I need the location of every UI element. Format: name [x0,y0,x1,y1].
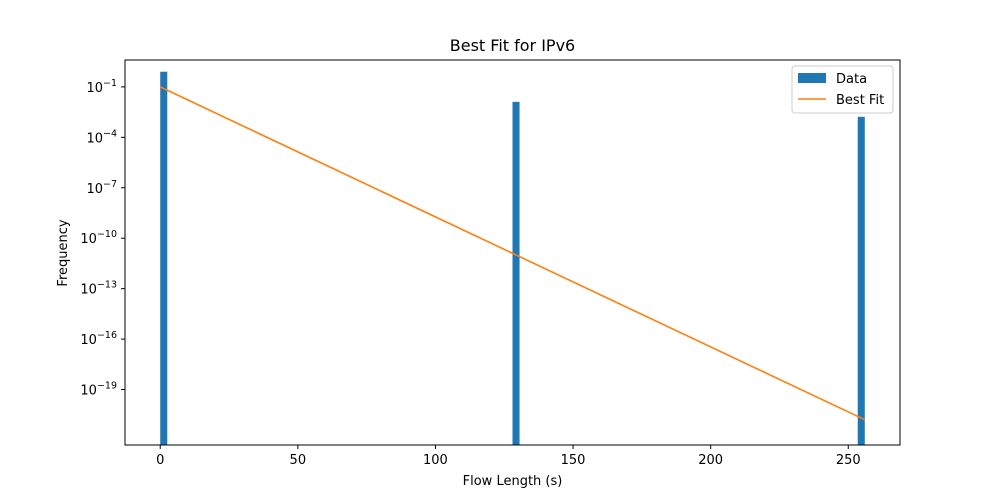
x-tick-label-200: 200 [698,453,723,468]
bar-0 [160,71,168,445]
y-tick-label--7: 10−7 [86,179,117,197]
line-layer [159,86,866,421]
plot-frame [124,59,901,446]
y-axis-label: Frequency [56,219,71,286]
legend: Data Best Fit [791,65,894,114]
y-tick-label--10: 10−10 [80,229,117,247]
chart-title: Best Fit for IPv6 [450,36,575,55]
y-tick-label--16: 10−16 [80,330,117,348]
legend-label-best-fit: Best Fit [836,93,884,108]
bar-1 [512,101,520,445]
bar-2 [857,116,865,445]
y-tick-label--1: 10−1 [86,78,117,96]
y-tick-label--13: 10−13 [80,280,117,298]
legend-swatch-data [798,73,826,83]
x-axis-label: Flow Length (s) [463,474,563,489]
x-tick-label-250: 250 [836,453,861,468]
y-tick-label--19: 10−19 [80,381,117,399]
best-fit-line [159,86,866,421]
y-axis: 10−1 10−4 10−7 10−10 10−13 10−16 10−19 [80,78,125,399]
x-tick-label-0: 0 [156,453,164,468]
x-tick-label-150: 150 [561,453,586,468]
x-tick-label-100: 100 [423,453,448,468]
x-tick-label-50: 50 [290,453,307,468]
y-tick-label--4: 10−4 [86,128,117,146]
legend-label-data: Data [836,72,867,87]
x-axis: 0 50 100 150 200 250 [156,445,861,468]
bars-layer [160,71,865,445]
